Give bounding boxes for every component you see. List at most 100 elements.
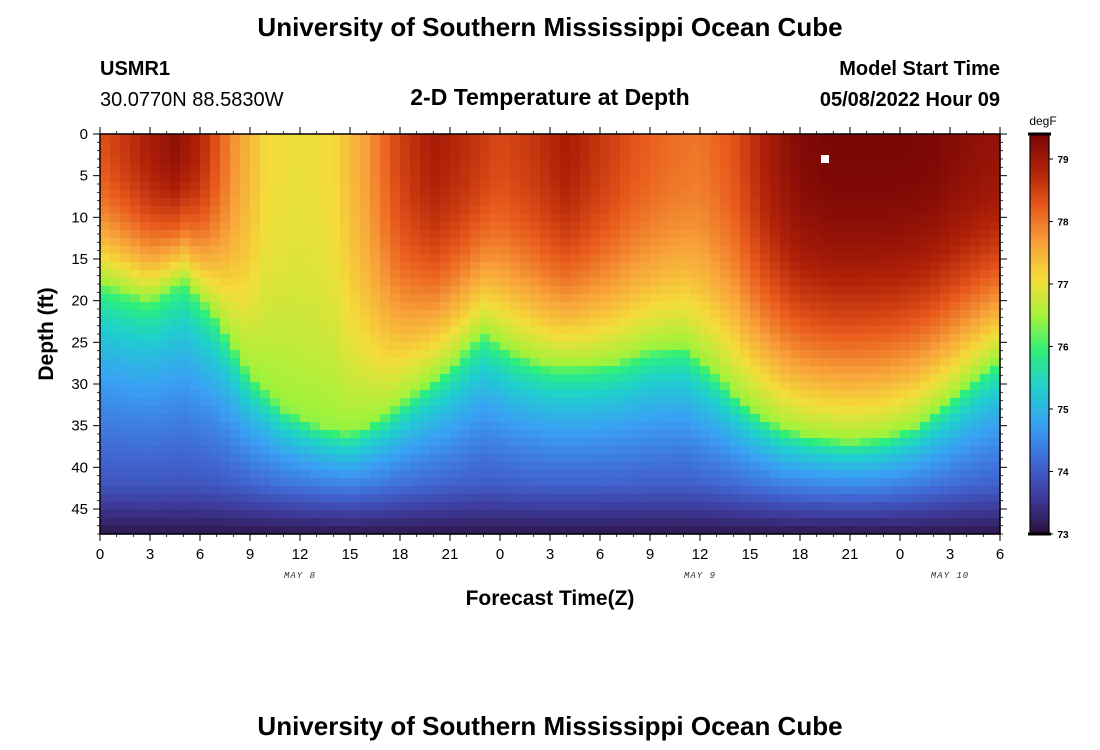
heatmap-cell <box>550 238 561 247</box>
heatmap-cell <box>640 142 651 151</box>
heatmap-cell <box>510 374 521 383</box>
heatmap-cell <box>920 198 931 207</box>
heatmap-cell <box>810 318 821 327</box>
heatmap-cell <box>360 422 371 431</box>
heatmap-cell <box>830 142 841 151</box>
heatmap-cell <box>530 446 541 455</box>
heatmap-cell <box>540 358 551 367</box>
heatmap-cell <box>490 462 501 471</box>
heatmap-cell <box>900 262 911 271</box>
heatmap-cell <box>660 262 671 271</box>
heatmap-cell <box>900 334 911 343</box>
heatmap-cell <box>140 230 151 239</box>
heatmap-cell <box>580 158 591 167</box>
heatmap-cell <box>510 310 521 319</box>
heatmap-cell <box>190 446 201 455</box>
heatmap-cell <box>680 286 691 295</box>
heatmap-cell <box>920 374 931 383</box>
heatmap-cell <box>360 502 371 511</box>
heatmap-cell <box>940 350 951 359</box>
heatmap-cell <box>240 502 251 511</box>
heatmap-cell <box>540 430 551 439</box>
heatmap-cell <box>640 190 651 199</box>
heatmap-cell <box>200 182 211 191</box>
heatmap-cell <box>220 254 231 263</box>
heatmap-cell <box>190 294 201 303</box>
heatmap-cell <box>740 134 751 143</box>
heatmap-cell <box>370 302 381 311</box>
heatmap-cell <box>980 334 991 343</box>
heatmap-cell <box>500 502 511 511</box>
heatmap-cell <box>330 494 341 503</box>
heatmap-cell <box>510 486 521 495</box>
heatmap-cell <box>830 278 841 287</box>
heatmap-cell <box>540 438 551 447</box>
heatmap-cell <box>130 198 141 207</box>
heatmap-cell <box>130 366 141 375</box>
heatmap-cell <box>670 470 681 479</box>
heatmap-cell <box>370 190 381 199</box>
heatmap-cell <box>820 246 831 255</box>
heatmap-cell <box>830 406 841 415</box>
heatmap-cell <box>710 510 721 519</box>
heatmap-cell <box>620 350 631 359</box>
heatmap-cell <box>930 390 941 399</box>
heatmap-cell <box>280 166 291 175</box>
heatmap-cell <box>490 358 501 367</box>
heatmap-cell <box>780 478 791 487</box>
heatmap-cell <box>970 478 981 487</box>
heatmap-cell <box>400 214 411 223</box>
colorbar-segment <box>1030 400 1049 405</box>
heatmap-cell <box>230 158 241 167</box>
heatmap-cell <box>120 270 131 279</box>
heatmap-cell <box>790 182 801 191</box>
heatmap-cell <box>280 270 291 279</box>
heatmap-cell <box>780 462 791 471</box>
heatmap-cell <box>380 518 391 527</box>
heatmap-cell <box>870 414 881 423</box>
heatmap-cell <box>390 438 401 447</box>
heatmap-cell <box>690 382 701 391</box>
heatmap-cell <box>680 182 691 191</box>
heatmap-cell <box>230 174 241 183</box>
heatmap-cell <box>740 526 751 535</box>
heatmap-cell <box>880 262 891 271</box>
heatmap-cell <box>790 390 801 399</box>
heatmap-cell <box>440 486 451 495</box>
heatmap-cell <box>240 206 251 215</box>
heatmap-cell <box>630 246 641 255</box>
heatmap-cell <box>770 366 781 375</box>
heatmap-cell <box>610 342 621 351</box>
heatmap-cell <box>510 414 521 423</box>
heatmap-cell <box>940 254 951 263</box>
heatmap-cell <box>220 174 231 183</box>
heatmap-cell <box>600 310 611 319</box>
heatmap-cell <box>100 230 111 239</box>
heatmap-cell <box>580 190 591 199</box>
heatmap-cell <box>410 190 421 199</box>
heatmap-cell <box>250 494 261 503</box>
heatmap-cell <box>370 518 381 527</box>
heatmap-cell <box>480 190 491 199</box>
heatmap-cell <box>420 382 431 391</box>
heatmap-cell <box>280 310 291 319</box>
heatmap-cell <box>710 190 721 199</box>
heatmap-cell <box>590 238 601 247</box>
heatmap-cell <box>720 222 731 231</box>
heatmap-cell <box>600 366 611 375</box>
heatmap-cell <box>890 294 901 303</box>
heatmap-cell <box>900 518 911 527</box>
heatmap-cell <box>950 302 961 311</box>
heatmap-cell <box>520 262 531 271</box>
heatmap-cell <box>460 414 471 423</box>
heatmap-cell <box>880 158 891 167</box>
heatmap-cell <box>710 166 721 175</box>
heatmap-cell <box>950 518 961 527</box>
heatmap-cell <box>800 334 811 343</box>
heatmap-cell <box>730 166 741 175</box>
heatmap-cell <box>500 494 511 503</box>
heatmap-cell <box>970 502 981 511</box>
heatmap-cell <box>790 398 801 407</box>
colorbar-segment <box>1030 364 1049 368</box>
heatmap-cell <box>160 302 171 311</box>
